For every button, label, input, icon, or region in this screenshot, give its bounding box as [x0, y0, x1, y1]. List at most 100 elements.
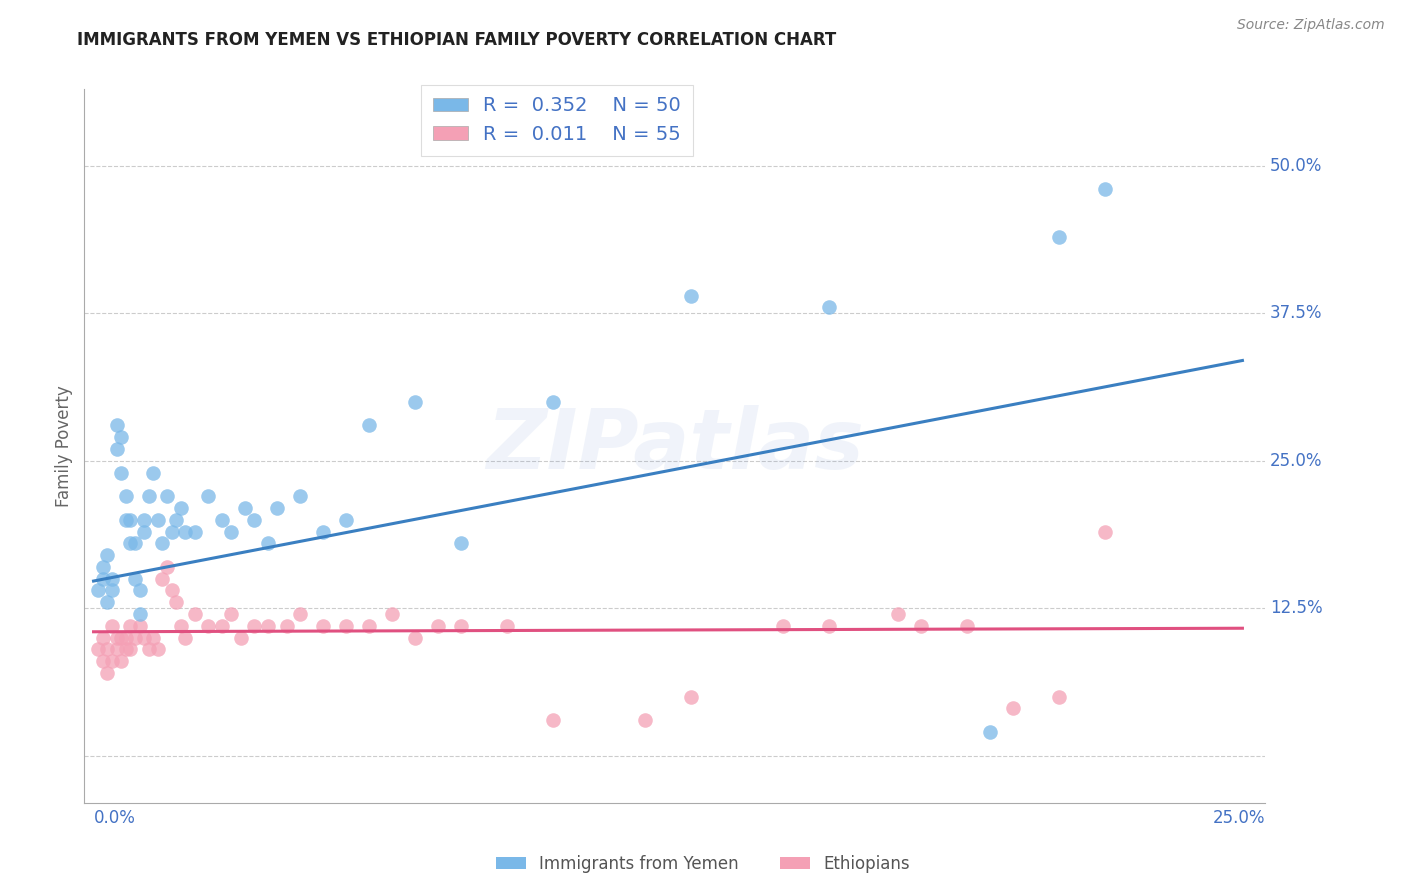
Point — [96, 548, 118, 562]
Legend: R =  0.352    N = 50, R =  0.011    N = 55: R = 0.352 N = 50, R = 0.011 N = 55 — [420, 85, 693, 156]
Point — [146, 642, 169, 657]
Point — [183, 524, 205, 539]
Point — [257, 536, 280, 550]
Point — [290, 607, 312, 621]
Point — [152, 536, 174, 550]
Text: Source: ZipAtlas.com: Source: ZipAtlas.com — [1237, 18, 1385, 32]
Point — [541, 713, 564, 727]
Point — [335, 619, 357, 633]
Point — [114, 642, 136, 657]
Point — [817, 619, 839, 633]
Point — [910, 619, 932, 633]
Point — [359, 619, 381, 633]
Point — [101, 572, 124, 586]
Text: 12.5%: 12.5% — [1270, 599, 1323, 617]
Point — [96, 666, 118, 681]
Point — [128, 619, 150, 633]
Point — [105, 418, 128, 433]
Point — [96, 642, 118, 657]
Point — [1094, 182, 1116, 196]
Point — [132, 524, 155, 539]
Point — [243, 619, 266, 633]
Point — [359, 418, 381, 433]
Point — [541, 394, 564, 409]
Point — [243, 513, 266, 527]
Point — [120, 513, 142, 527]
Point — [152, 572, 174, 586]
Point — [114, 631, 136, 645]
Point — [165, 595, 187, 609]
Point — [229, 631, 252, 645]
Point — [772, 619, 794, 633]
Point — [105, 631, 128, 645]
Text: IMMIGRANTS FROM YEMEN VS ETHIOPIAN FAMILY POVERTY CORRELATION CHART: IMMIGRANTS FROM YEMEN VS ETHIOPIAN FAMIL… — [77, 31, 837, 49]
Point — [381, 607, 404, 621]
Point — [114, 513, 136, 527]
Point — [101, 619, 124, 633]
Point — [124, 536, 146, 550]
Point — [87, 583, 110, 598]
Point — [105, 442, 128, 456]
Point — [257, 619, 280, 633]
Point — [120, 619, 142, 633]
Point — [1047, 690, 1070, 704]
Point — [496, 619, 519, 633]
Text: 25.0%: 25.0% — [1270, 451, 1323, 470]
Legend: Immigrants from Yemen, Ethiopians: Immigrants from Yemen, Ethiopians — [489, 848, 917, 880]
Text: 37.5%: 37.5% — [1270, 304, 1323, 322]
Point — [170, 500, 193, 515]
Point — [132, 631, 155, 645]
Point — [110, 466, 132, 480]
Point — [679, 288, 702, 302]
Point — [233, 500, 256, 515]
Point — [87, 642, 110, 657]
Point — [160, 583, 183, 598]
Point — [101, 654, 124, 668]
Point — [146, 513, 169, 527]
Point — [174, 631, 197, 645]
Point — [142, 631, 165, 645]
Point — [312, 524, 335, 539]
Point — [979, 725, 1001, 739]
Point — [114, 489, 136, 503]
Point — [132, 513, 155, 527]
Point — [817, 301, 839, 315]
Point — [221, 524, 243, 539]
Point — [211, 619, 233, 633]
Point — [211, 513, 233, 527]
Point — [221, 607, 243, 621]
Point — [197, 619, 219, 633]
Point — [110, 430, 132, 444]
Point — [156, 489, 179, 503]
Point — [887, 607, 910, 621]
Text: 0.0%: 0.0% — [94, 809, 135, 827]
Point — [120, 642, 142, 657]
Point — [91, 572, 114, 586]
Point — [96, 595, 118, 609]
Point — [183, 607, 205, 621]
Point — [1047, 229, 1070, 244]
Point — [91, 560, 114, 574]
Point — [312, 619, 335, 633]
Point — [110, 631, 132, 645]
Point — [427, 619, 450, 633]
Point — [404, 394, 426, 409]
Text: ZIPatlas: ZIPatlas — [486, 406, 863, 486]
Point — [165, 513, 187, 527]
Point — [124, 572, 146, 586]
Point — [128, 607, 150, 621]
Point — [1001, 701, 1024, 715]
Point — [124, 631, 146, 645]
Point — [138, 489, 160, 503]
Point — [91, 631, 114, 645]
Point — [120, 536, 142, 550]
Point — [142, 466, 165, 480]
Point — [450, 619, 472, 633]
Point — [170, 619, 193, 633]
Point — [956, 619, 979, 633]
Text: 25.0%: 25.0% — [1213, 809, 1265, 827]
Text: 50.0%: 50.0% — [1270, 157, 1323, 175]
Point — [91, 654, 114, 668]
Point — [450, 536, 472, 550]
Point — [335, 513, 357, 527]
